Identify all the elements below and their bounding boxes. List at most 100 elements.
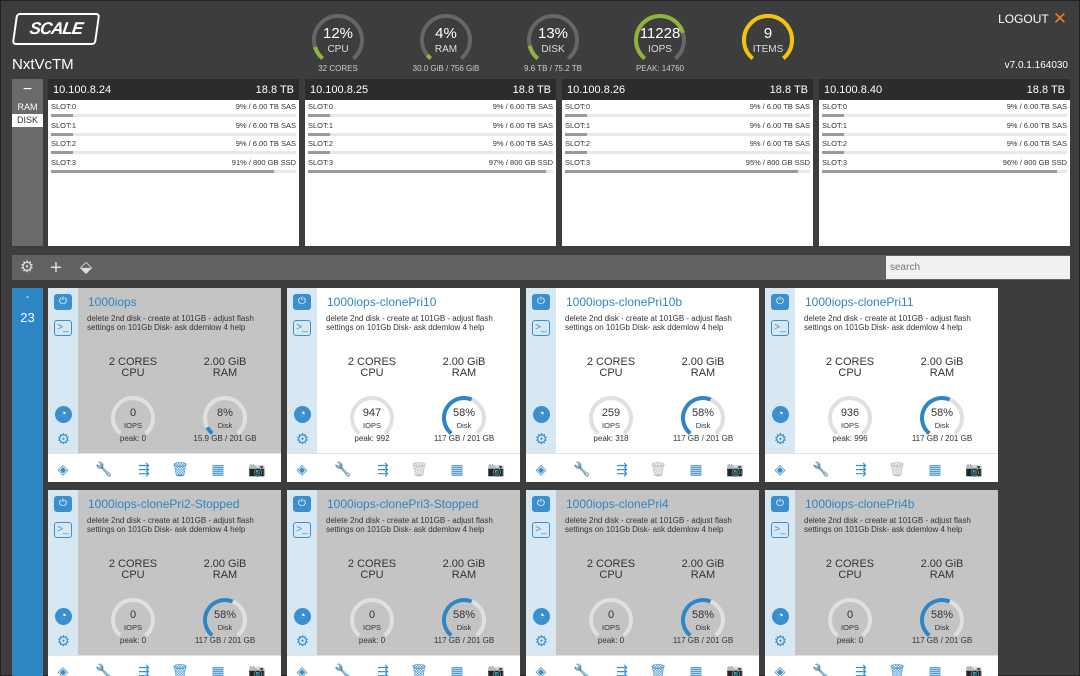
console-icon[interactable]: >_	[532, 320, 550, 336]
vm-card[interactable]: ⏻ >_ ◔ ⚙ 1000iops-clonePri4 delete 2nd disk -…	[526, 490, 759, 676]
camera-icon[interactable]: 📷	[965, 461, 983, 477]
camera-icon[interactable]: 📷	[248, 461, 266, 477]
wrench-icon[interactable]: 🔧	[95, 663, 113, 676]
wrench-icon[interactable]: 🔧	[573, 663, 591, 676]
vm-card[interactable]: ⏻ >_ ◔ ⚙ 1000iops-clonePri10 delete 2nd disk …	[287, 288, 520, 482]
wrench-icon[interactable]: 🔧	[95, 461, 113, 477]
vm-card[interactable]: ⏻ >_ ◔ ⚙ 1000iops-clonePri11 delete 2nd disk …	[765, 288, 998, 482]
move-icon[interactable]: ⇶	[616, 663, 628, 676]
console-icon[interactable]: >_	[293, 522, 311, 538]
settings-icon[interactable]: ⚙	[295, 633, 310, 650]
trash-icon[interactable]: 🗑	[649, 461, 667, 477]
camera-icon[interactable]: 📷	[965, 663, 983, 676]
gauge-icon[interactable]: ◔	[533, 406, 550, 423]
trash-icon[interactable]: 🗑	[171, 461, 189, 477]
trash-icon[interactable]: 🗑	[410, 663, 428, 676]
camera-icon[interactable]: 📷	[487, 461, 505, 477]
snapshots-icon[interactable]: ▦	[211, 461, 225, 477]
gauge-icon[interactable]: ◔	[55, 608, 72, 625]
wrench-icon[interactable]: 🔧	[812, 663, 830, 676]
power-icon[interactable]: ⏻	[771, 496, 789, 512]
ram-tab[interactable]: RAM	[17, 102, 38, 112]
search-input[interactable]	[886, 256, 1070, 279]
collapse-button[interactable]: −	[22, 81, 33, 98]
node-card[interactable]: 10.100.8.26 18.8 TB SLOT:0 9% / 6.00 TB SAS…	[562, 79, 813, 246]
layers-icon[interactable]: ◈	[296, 663, 308, 676]
wrench-icon[interactable]: 🔧	[573, 461, 591, 477]
vm-card[interactable]: ⏻ >_ ◔ ⚙ 1000iops-clonePri3-Stopped delete 2n…	[287, 490, 520, 676]
move-icon[interactable]: ⇶	[855, 461, 867, 477]
move-icon[interactable]: ⇶	[138, 663, 150, 676]
snapshots-icon[interactable]: ▦	[689, 461, 703, 477]
settings-icon[interactable]: ⚙	[56, 633, 71, 650]
plus-icon[interactable]: +	[50, 257, 62, 279]
power-icon[interactable]: ⏻	[54, 496, 72, 512]
vm-card[interactable]: ⏻ >_ ◔ ⚙ 1000iops-clonePri2-Stopped delete 2n…	[48, 490, 281, 676]
settings-icon[interactable]: ⚙	[773, 431, 788, 448]
trash-icon[interactable]: 🗑	[888, 461, 906, 477]
gauge-icon[interactable]: ◔	[294, 608, 311, 625]
move-icon[interactable]: ⇶	[855, 663, 867, 676]
trash-icon[interactable]: 🗑	[171, 663, 189, 676]
vm-name[interactable]: 1000iops	[88, 295, 137, 309]
snapshots-icon[interactable]: ▦	[450, 461, 464, 477]
settings-icon[interactable]: ⚙	[773, 633, 788, 650]
settings-icon[interactable]: ⚙	[534, 431, 549, 448]
vm-name[interactable]: 1000iops-clonePri11	[805, 295, 914, 309]
console-icon[interactable]: >_	[771, 320, 789, 336]
power-icon[interactable]: ⏻	[54, 294, 72, 310]
console-icon[interactable]: >_	[532, 522, 550, 538]
camera-icon[interactable]: 📷	[726, 663, 744, 676]
vm-name[interactable]: 1000iops-clonePri10b	[566, 295, 683, 309]
power-icon[interactable]: ⏻	[293, 294, 311, 310]
snapshots-icon[interactable]: ▦	[211, 663, 225, 676]
move-icon[interactable]: ⇶	[377, 663, 389, 676]
layers-icon[interactable]: ◈	[535, 663, 547, 676]
wrench-icon[interactable]: 🔧	[334, 461, 352, 477]
settings-icon[interactable]: ⚙	[295, 431, 310, 448]
camera-icon[interactable]: 📷	[726, 461, 744, 477]
node-card[interactable]: 10.100.8.24 18.8 TB SLOT:0 9% / 6.00 TB SAS…	[48, 79, 299, 246]
console-icon[interactable]: >_	[54, 320, 72, 336]
gauge-icon[interactable]: ◔	[533, 608, 550, 625]
gear-icon[interactable]: ⚙	[19, 259, 35, 276]
logout-button[interactable]: LOGOUT ✕	[998, 10, 1067, 27]
console-icon[interactable]: >_	[771, 522, 789, 538]
snapshots-icon[interactable]: ▦	[450, 663, 464, 676]
vm-card[interactable]: ⏻ >_ ◔ ⚙ 1000iops-clonePri10b delete 2nd disk…	[526, 288, 759, 482]
power-icon[interactable]: ⏻	[532, 294, 550, 310]
wrench-icon[interactable]: 🔧	[812, 461, 830, 477]
layers-icon[interactable]: ◈	[774, 461, 786, 477]
move-icon[interactable]: ⇶	[138, 461, 150, 477]
vm-name[interactable]: 1000iops-clonePri10	[327, 295, 437, 309]
camera-icon[interactable]: 📷	[248, 663, 266, 676]
vm-name[interactable]: 1000iops-clonePri2-Stopped	[88, 497, 240, 511]
snapshots-icon[interactable]: ▦	[928, 461, 942, 477]
trash-icon[interactable]: 🗑	[888, 663, 906, 676]
layers-icon[interactable]: ◈	[774, 663, 786, 676]
node-card[interactable]: 10.100.8.40 18.8 TB SLOT:0 9% / 6.00 TB SAS…	[819, 79, 1070, 246]
console-icon[interactable]: >_	[54, 522, 72, 538]
power-icon[interactable]: ⏻	[293, 496, 311, 512]
console-icon[interactable]: >_	[293, 320, 311, 336]
move-icon[interactable]: ⇶	[616, 461, 628, 477]
trash-icon[interactable]: 🗑	[410, 461, 428, 477]
vm-name[interactable]: 1000iops-clonePri4	[566, 497, 669, 511]
power-icon[interactable]: ⏻	[771, 294, 789, 310]
trash-icon[interactable]: 🗑	[649, 663, 667, 676]
snapshots-icon[interactable]: ▦	[689, 663, 703, 676]
power-icon[interactable]: ⏻	[532, 496, 550, 512]
disk-tab[interactable]: DISK	[12, 114, 43, 127]
collapse-vms-button[interactable]: -	[25, 291, 30, 303]
import-icon[interactable]: ⬙	[79, 259, 93, 276]
vm-name[interactable]: 1000iops-clonePri3-Stopped	[327, 497, 479, 511]
settings-icon[interactable]: ⚙	[56, 431, 71, 448]
layers-icon[interactable]: ◈	[57, 461, 69, 477]
vm-name[interactable]: 1000iops-clonePri4b	[805, 497, 915, 511]
gauge-icon[interactable]: ◔	[294, 406, 311, 423]
snapshots-icon[interactable]: ▦	[928, 663, 942, 676]
settings-icon[interactable]: ⚙	[534, 633, 549, 650]
gauge-icon[interactable]: ◔	[55, 406, 72, 423]
layers-icon[interactable]: ◈	[296, 461, 308, 477]
wrench-icon[interactable]: 🔧	[334, 663, 352, 676]
